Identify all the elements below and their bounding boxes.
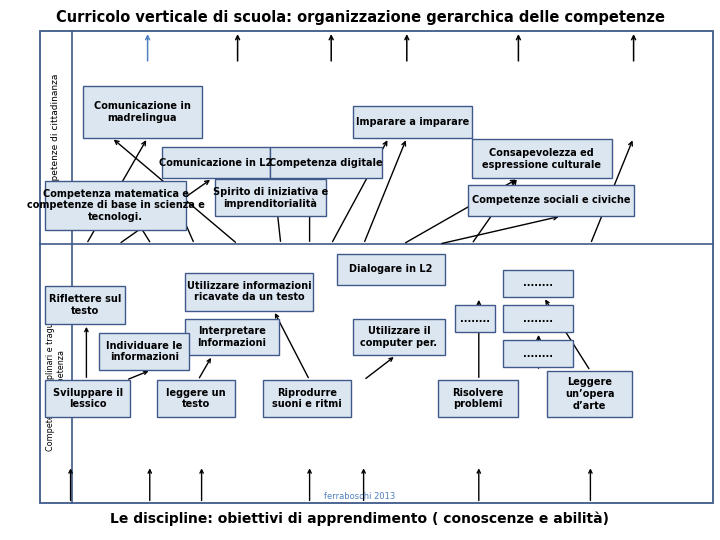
FancyBboxPatch shape [45,181,186,230]
FancyBboxPatch shape [547,371,632,417]
Text: leggere un
testo: leggere un testo [166,388,225,409]
Text: Risolvere
problemi: Risolvere problemi [452,388,504,409]
FancyBboxPatch shape [83,86,202,138]
Text: Dialogare in L2: Dialogare in L2 [349,265,433,274]
FancyBboxPatch shape [337,254,445,285]
FancyBboxPatch shape [162,147,270,178]
Text: Individuare le
informazioni: Individuare le informazioni [106,341,183,362]
Text: ferraboschi 2013: ferraboschi 2013 [325,492,395,501]
Text: Competenza matematica e
competenze di base in scienza e
tecnologi.: Competenza matematica e competenze di ba… [27,188,204,222]
Text: Le discipline: obiettivi di apprendimento ( conoscenze e abilità): Le discipline: obiettivi di apprendiment… [110,512,610,526]
FancyBboxPatch shape [45,286,125,324]
Text: ........: ........ [460,314,490,323]
Text: Riflettere sul
testo: Riflettere sul testo [49,294,121,316]
Text: Competenze di cittadinanza: Competenze di cittadinanza [51,74,60,201]
Text: ........: ........ [523,279,553,288]
FancyBboxPatch shape [472,139,612,178]
Text: ........: ........ [523,314,553,323]
Text: Comunicazione in
madrelingua: Comunicazione in madrelingua [94,102,191,123]
Text: Curricolo verticale di scuola: organizzazione gerarchica delle competenze: Curricolo verticale di scuola: organizza… [55,10,665,25]
FancyBboxPatch shape [438,380,518,417]
FancyBboxPatch shape [353,106,472,138]
FancyBboxPatch shape [99,333,189,370]
FancyBboxPatch shape [455,305,495,332]
FancyBboxPatch shape [468,185,634,216]
Text: Consapevolezza ed
espressione culturale: Consapevolezza ed espressione culturale [482,148,601,170]
FancyBboxPatch shape [185,273,313,310]
FancyBboxPatch shape [503,270,573,297]
Text: Utilizzare informazioni
ricavate da un testo: Utilizzare informazioni ricavate da un t… [186,281,312,302]
Text: Spirito di iniziativa e
imprenditorialità: Spirito di iniziativa e imprenditorialit… [212,186,328,209]
FancyBboxPatch shape [270,147,382,178]
Text: Competenze sociali e civiche: Competenze sociali e civiche [472,195,630,205]
FancyBboxPatch shape [263,380,351,417]
Text: Utilizzare il
computer per.: Utilizzare il computer per. [361,326,437,348]
Text: Leggere
un’opera
d’arte: Leggere un’opera d’arte [565,377,614,410]
FancyBboxPatch shape [503,340,573,367]
Text: Riprodurre
suoni e ritmi: Riprodurre suoni e ritmi [272,388,341,409]
FancyBboxPatch shape [185,319,279,355]
Text: ........: ........ [523,349,553,359]
Text: Sviluppare il
lessico: Sviluppare il lessico [53,388,123,409]
Text: Comunicazione in L2: Comunicazione in L2 [159,158,273,167]
FancyBboxPatch shape [45,380,130,417]
FancyBboxPatch shape [157,380,235,417]
Text: Competenze disciplinari e traguardi di
competenza: Competenze disciplinari e traguardi di c… [46,296,66,451]
FancyBboxPatch shape [353,319,445,355]
FancyBboxPatch shape [215,179,326,216]
Text: Interpretare
Informazioni: Interpretare Informazioni [197,326,266,348]
FancyBboxPatch shape [503,305,573,332]
Text: Imparare a imparare: Imparare a imparare [356,117,469,127]
Text: Competenza digitale: Competenza digitale [269,158,382,167]
